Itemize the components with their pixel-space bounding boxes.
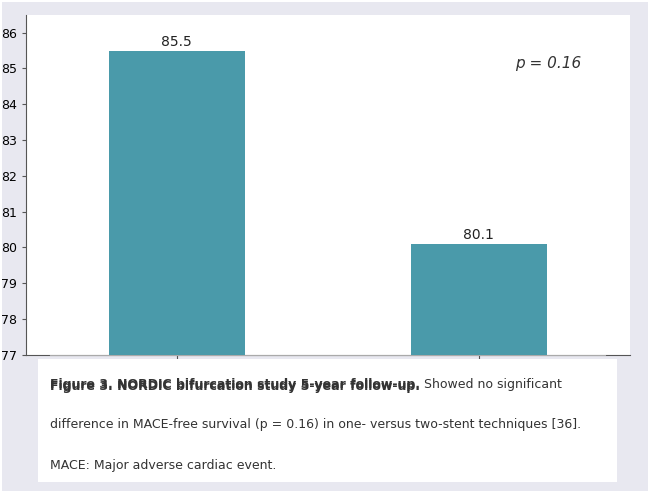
Text: MACE: Major adverse cardiac event.: MACE: Major adverse cardiac event. xyxy=(50,459,276,472)
Bar xyxy=(109,51,245,492)
Bar xyxy=(411,244,546,492)
Text: 80.1: 80.1 xyxy=(463,228,494,242)
Text: Figure 3. NORDIC bifurcation study 5-year follow-up.: Figure 3. NORDIC bifurcation study 5-yea… xyxy=(50,380,420,393)
Text: difference in MACE-free survival (p = 0.16) in one- versus two-stent techniques : difference in MACE-free survival (p = 0.… xyxy=(50,418,582,431)
Text: 85.5: 85.5 xyxy=(162,35,192,49)
Text: Figure 3. NORDIC bifurcation study 5-year follow-up.: Figure 3. NORDIC bifurcation study 5-yea… xyxy=(50,378,420,391)
Text: Showed no significant: Showed no significant xyxy=(420,378,562,391)
FancyBboxPatch shape xyxy=(38,359,617,482)
Text: p = 0.16: p = 0.16 xyxy=(515,56,582,70)
